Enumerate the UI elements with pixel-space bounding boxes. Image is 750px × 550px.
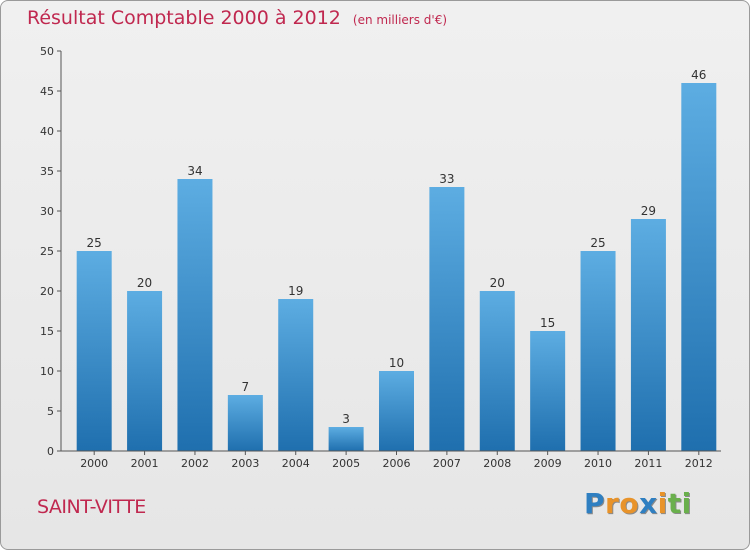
chart-unit: (en milliers d'€) [352,13,448,27]
x-tick-label: 2006 [383,457,411,470]
bar-value-label: 25 [590,236,605,250]
bar-value-label: 19 [288,284,303,298]
commune-name: SAINT-VITTE [37,496,146,518]
logo-letter: P [584,487,606,520]
x-tick-label: 2004 [282,457,310,470]
logo-letter: o [619,487,640,520]
x-tick-label: 2000 [80,457,108,470]
bars-group: 25 20 34 7 19 3 10 33 20 15 25 29 46 [76,68,717,451]
bar [530,331,566,451]
x-tick-label: 2005 [332,457,360,470]
bar [681,83,717,451]
bar-value-label: 25 [87,236,102,250]
bar-value-label: 29 [641,204,656,218]
chart-title-block: Résultat Comptable 2000 à 2012 (en millie… [27,7,447,29]
logo-letter: r [605,487,620,520]
x-tick-label: 2008 [483,457,511,470]
bar-value-label: 46 [691,68,706,82]
bar-value-label: 33 [439,172,454,186]
x-tick-label: 2011 [634,457,662,470]
x-tick-label: 2007 [433,457,461,470]
bar [127,291,163,451]
bar-value-label: 10 [389,356,404,370]
y-tick-label: 15 [40,325,54,338]
y-tick-label: 20 [40,285,54,298]
bar [479,291,515,451]
bar-value-label: 7 [242,380,250,394]
bar [429,187,465,451]
y-tick-label: 10 [40,365,54,378]
bar [630,219,666,451]
bar [328,427,364,451]
proxiti-logo: Proxiti [584,487,692,520]
bar-value-label: 3 [342,412,350,426]
y-tick-label: 50 [40,45,54,58]
chart-title: Résultat Comptable 2000 à 2012 [27,7,341,29]
logo-letter: x [639,487,658,520]
y-tick-label: 0 [47,445,54,458]
bar-value-label: 20 [490,276,505,290]
bar-value-label: 20 [137,276,152,290]
y-tick-label: 30 [40,205,54,218]
bar-value-label: 34 [187,164,202,178]
axes-group: 2000 2001 2002 2003 2004 2005 2006 2007 2008 2009… [40,45,721,470]
bar [278,299,314,451]
x-tick-label: 2001 [131,457,159,470]
bar-value-label: 15 [540,316,555,330]
logo-letter: i [681,487,692,520]
bar [177,179,213,451]
y-tick-label: 45 [40,85,54,98]
x-tick-label: 2009 [534,457,562,470]
y-tick-label: 5 [47,405,54,418]
bar [580,251,616,451]
y-tick-label: 25 [40,245,54,258]
y-tick-label: 35 [40,165,54,178]
bar [227,395,263,451]
logo-letter: t [667,487,682,520]
x-tick-label: 2010 [584,457,612,470]
x-tick-label: 2002 [181,457,209,470]
x-tick-label: 2003 [231,457,259,470]
bar [76,251,112,451]
logo-letter: i [657,487,668,520]
bar [379,371,414,451]
y-tick-label: 40 [40,125,54,138]
x-tick-label: 2012 [685,457,713,470]
